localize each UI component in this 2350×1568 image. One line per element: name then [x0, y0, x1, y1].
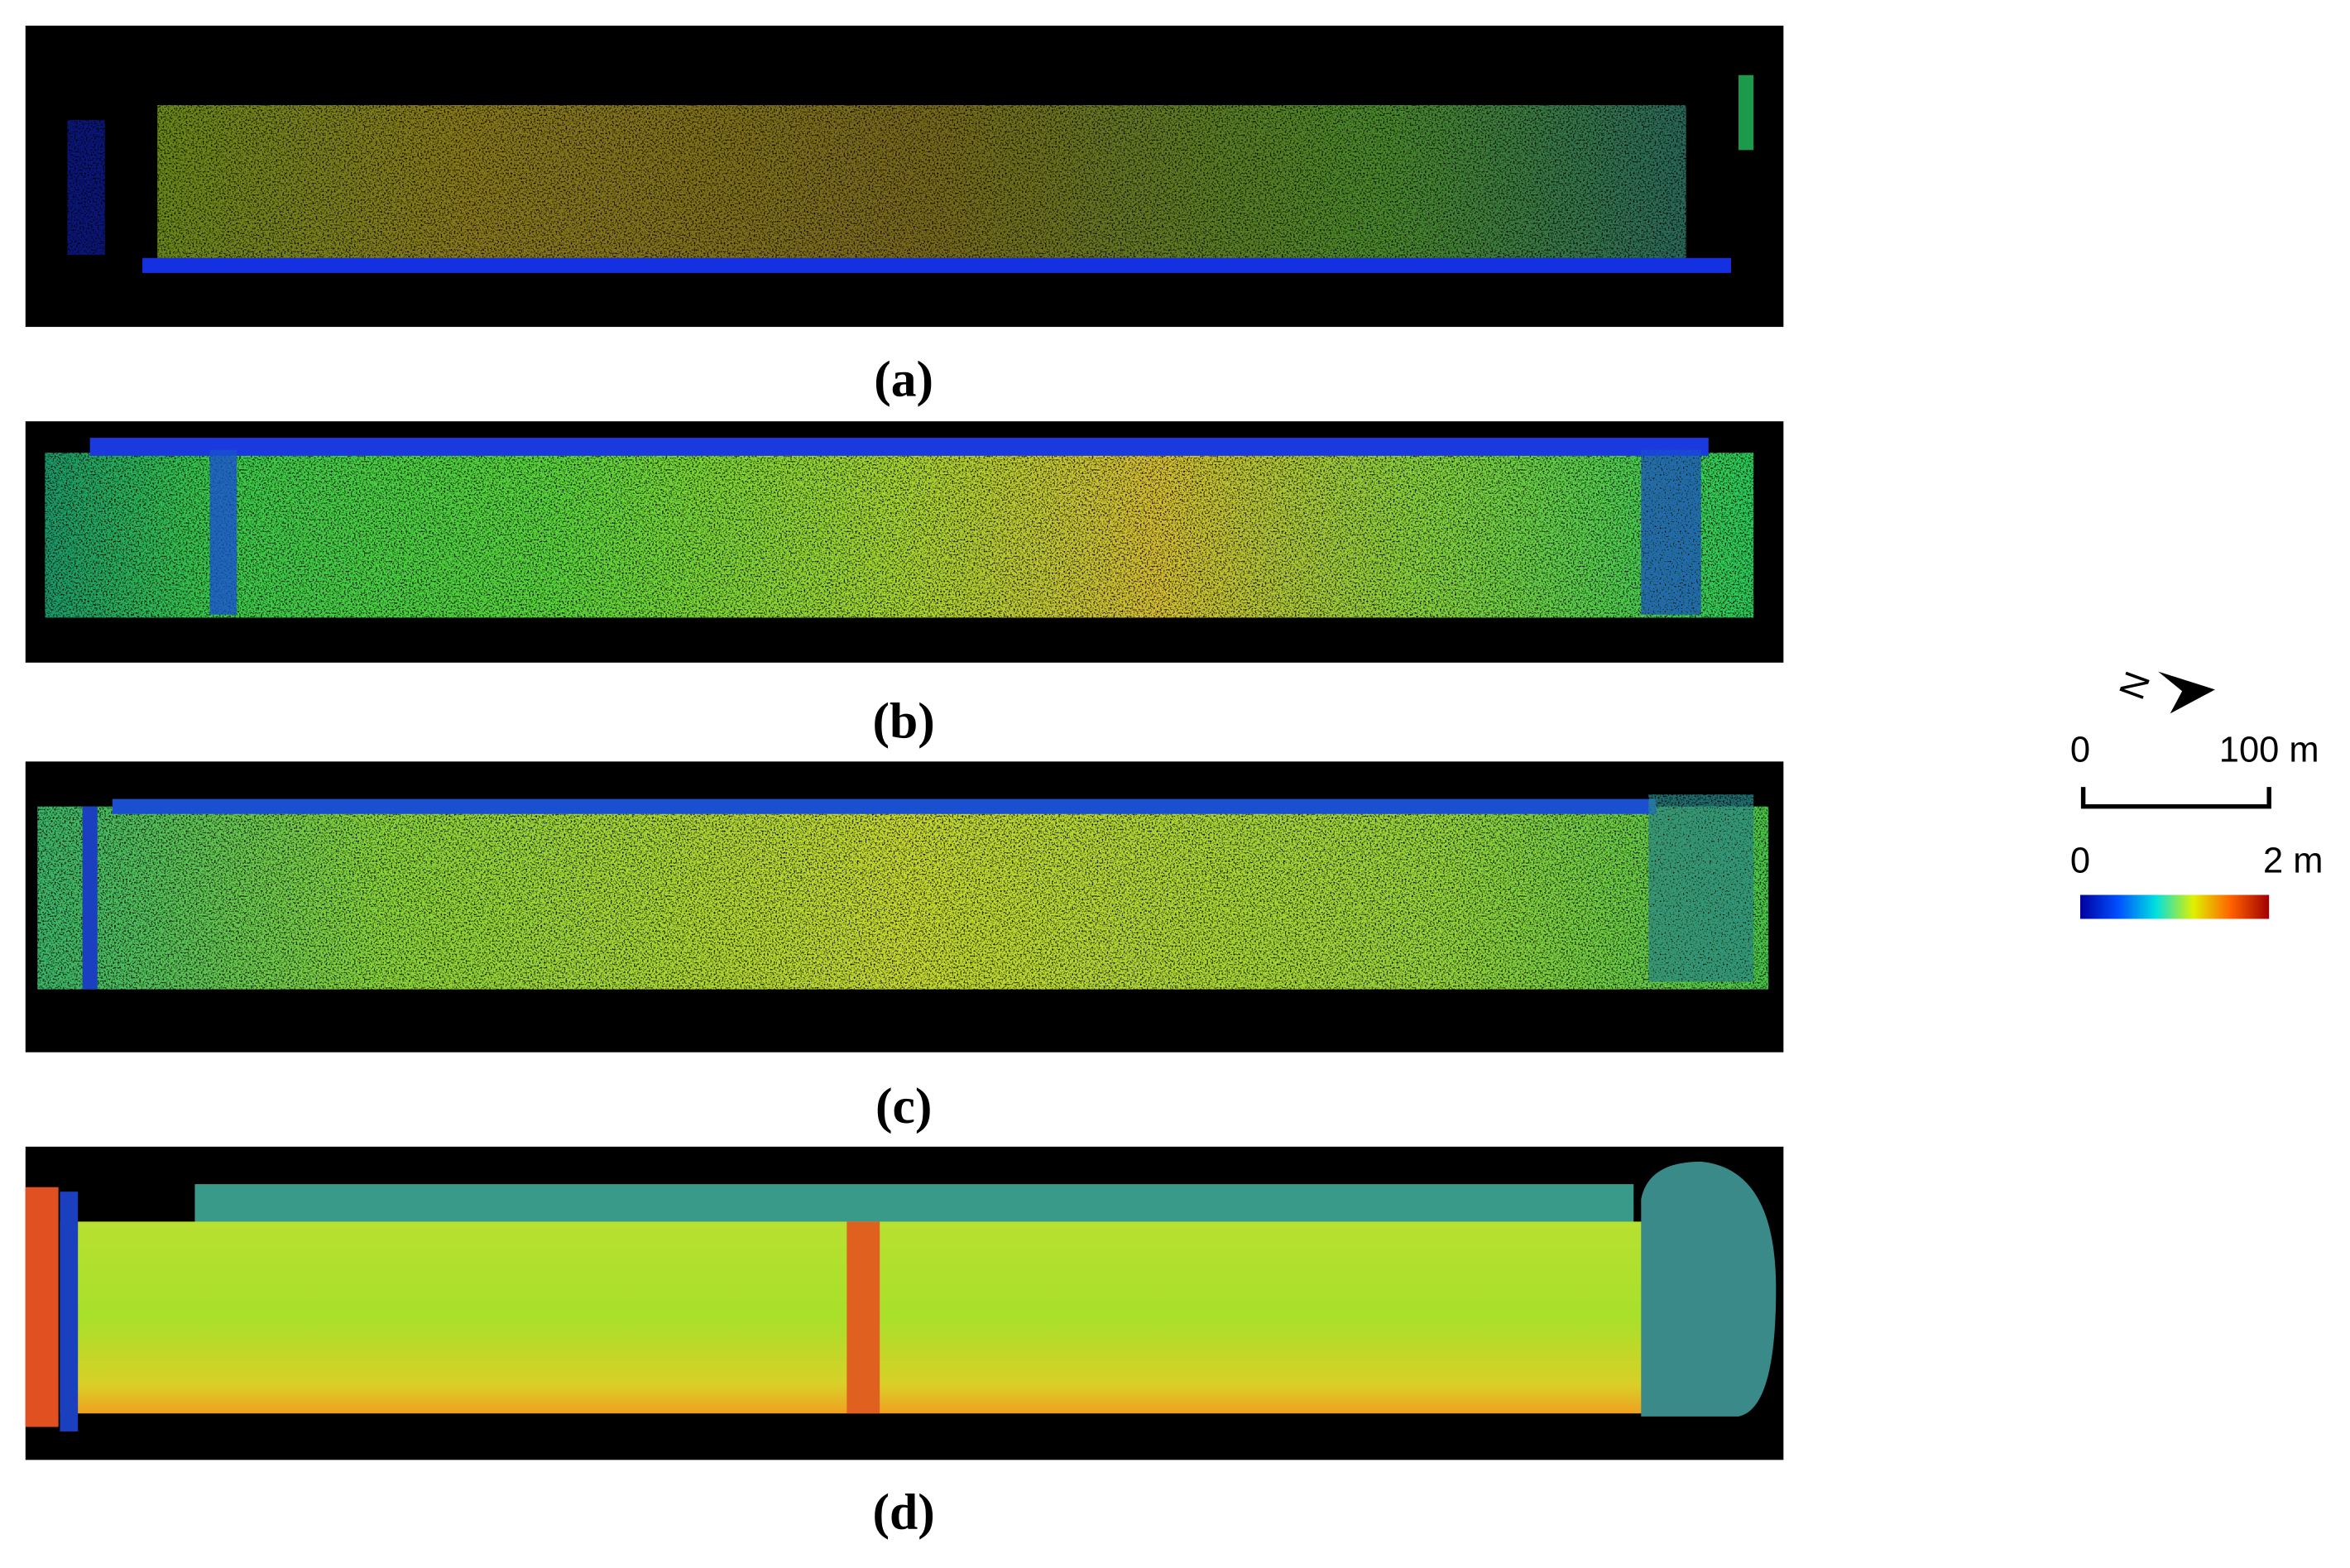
color-bar [2079, 894, 2270, 919]
panel-d [25, 1146, 1784, 1460]
panel-label: (d) [873, 1484, 935, 1541]
panel-c [25, 761, 1784, 1053]
panel-b [25, 421, 1784, 663]
scale-bar [2080, 787, 2271, 809]
north-label: N [2113, 667, 2159, 705]
scale-end: 100 m [2219, 730, 2319, 770]
panel-label: (b) [873, 693, 935, 749]
panel-a [25, 26, 1784, 328]
legend: N 0 100 m 0 2 m [2070, 667, 2323, 919]
north-arrow [2158, 671, 2215, 714]
panel-label: (c) [875, 1078, 932, 1134]
panel-label: (a) [874, 351, 933, 407]
color-min: 0 [2070, 841, 2090, 880]
panel-labels: (a) (b) (c) (d) [873, 351, 935, 1540]
color-max: 2 m [2263, 841, 2323, 880]
scale-start: 0 [2070, 730, 2090, 770]
